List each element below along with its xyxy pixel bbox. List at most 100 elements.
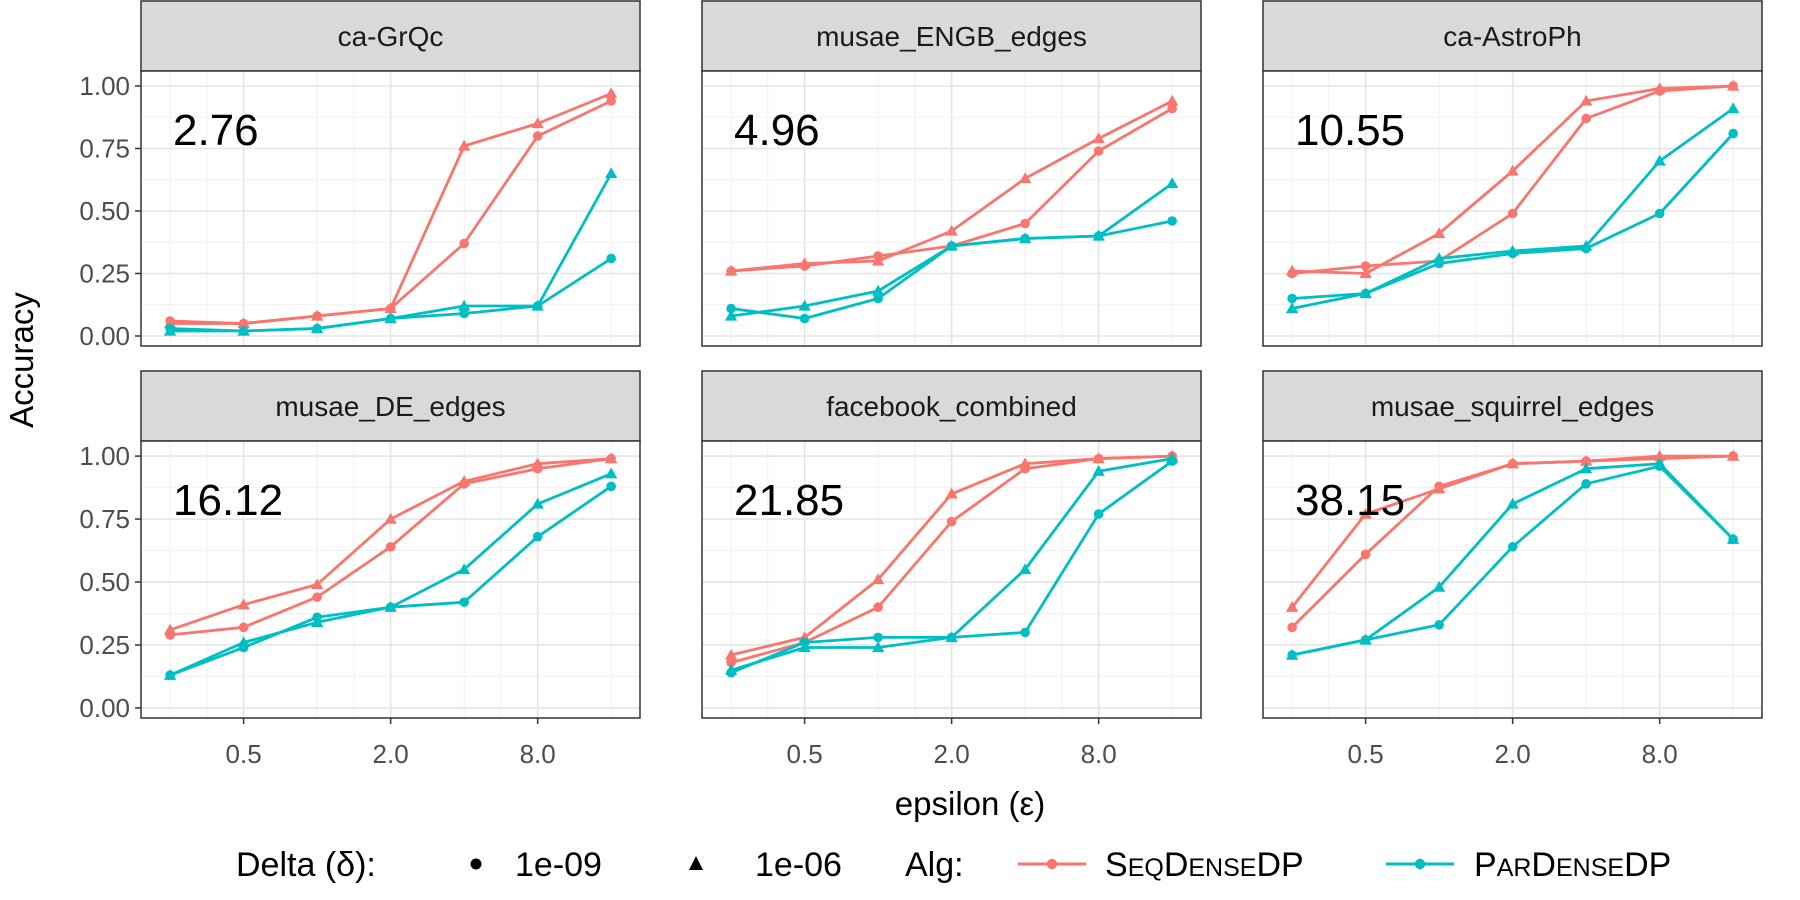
data-point-circle xyxy=(1167,216,1177,226)
data-point-circle xyxy=(946,516,957,527)
data-point-triangle xyxy=(1653,82,1666,94)
data-point-triangle xyxy=(871,284,885,296)
panel-annotation: 16.12 xyxy=(173,476,283,525)
x-axis-title: epsilon (ε) xyxy=(895,785,1045,822)
data-point-triangle xyxy=(1653,457,1666,469)
x-tick-label: 2.0 xyxy=(1495,739,1531,769)
legend-alg-label-part: ENSE xyxy=(1556,854,1624,882)
strip-title: musae_DE_edges xyxy=(275,391,505,422)
data-point-circle xyxy=(606,96,616,106)
data-point-triangle xyxy=(237,324,250,336)
data-point-triangle xyxy=(1018,172,1032,184)
data-point-triangle xyxy=(1432,227,1446,239)
legend-alg-label-part: DP xyxy=(1624,846,1671,884)
x-tick-label: 8.0 xyxy=(1081,739,1117,769)
legend-alg-label: SEQDENSEDP xyxy=(1105,846,1304,884)
data-point-circle xyxy=(1020,218,1030,229)
data-point-circle xyxy=(1360,549,1371,560)
data-point-triangle xyxy=(1285,648,1299,660)
strip-background xyxy=(140,370,641,442)
legend-delta-label: 1e-09 xyxy=(515,846,602,884)
data-point-triangle xyxy=(1653,449,1666,461)
x-tick-label: 2.0 xyxy=(934,739,970,769)
legend-alg-label-part: P xyxy=(1474,846,1497,884)
y-tick-label: 0.75 xyxy=(79,134,130,164)
data-point-triangle xyxy=(1165,452,1179,464)
strip-background xyxy=(701,370,1202,442)
y-tick-label: 0.00 xyxy=(79,693,130,723)
data-point-triangle xyxy=(1432,580,1446,592)
data-point-triangle xyxy=(1285,302,1299,314)
data-point-triangle xyxy=(237,598,250,610)
data-point-triangle xyxy=(1285,601,1299,612)
data-point-triangle xyxy=(457,475,471,486)
data-point-triangle xyxy=(871,254,885,266)
data-point-triangle xyxy=(384,512,397,524)
data-point-triangle xyxy=(1165,177,1179,189)
data-point-circle xyxy=(1581,479,1591,489)
panel-facebook_combined: facebook_combined 21.85 0.5 2.0 8.0 xyxy=(701,370,1202,769)
data-point-circle xyxy=(532,531,543,542)
data-point-triangle xyxy=(1285,264,1299,276)
data-point-triangle xyxy=(163,623,177,635)
panel-ca-AstroPh: ca-AstroPh 10.55 xyxy=(1262,0,1763,347)
data-point-triangle xyxy=(310,616,324,627)
data-point-triangle xyxy=(1726,102,1740,114)
data-point-triangle xyxy=(310,309,324,321)
data-point-triangle xyxy=(945,224,958,236)
data-point-circle xyxy=(799,313,810,324)
panel-musae_ENGB_edges: musae_ENGB_edges 4.96 xyxy=(701,0,1202,347)
data-point-triangle xyxy=(724,309,738,321)
strip-background xyxy=(1262,0,1763,72)
x-tick-label: 8.0 xyxy=(520,739,556,769)
data-point-circle xyxy=(1507,208,1518,219)
strip-title: facebook_combined xyxy=(826,391,1077,422)
legend-alg-label-part: S xyxy=(1105,846,1128,884)
data-point-circle xyxy=(238,622,249,633)
data-point-triangle xyxy=(1359,633,1372,645)
data-point-triangle xyxy=(871,573,885,585)
data-point-circle xyxy=(1167,103,1177,114)
data-point-circle xyxy=(532,131,543,141)
data-point-triangle xyxy=(724,648,738,660)
data-point-triangle xyxy=(1579,462,1593,474)
strip-title: ca-AstroPh xyxy=(1443,21,1582,52)
data-point-triangle xyxy=(604,452,618,464)
data-point-triangle xyxy=(724,663,738,675)
panel-annotation: 4.96 xyxy=(734,106,820,155)
strip-background xyxy=(140,0,641,72)
y-tick-label: 1.00 xyxy=(79,71,130,101)
data-point-triangle xyxy=(384,601,397,612)
x-tick-label: 0.5 xyxy=(226,739,262,769)
data-point-triangle xyxy=(798,299,811,311)
legend-alg-title: Alg: xyxy=(905,846,964,884)
data-point-triangle xyxy=(945,631,958,643)
legend-alg-label: PARDENSEDP xyxy=(1474,846,1671,884)
panel-border xyxy=(1262,70,1763,347)
legend-alg-label-part: D xyxy=(1531,846,1556,884)
data-point-triangle xyxy=(1506,497,1519,509)
y-tick-label: 0.25 xyxy=(79,259,130,289)
panel-border xyxy=(701,70,1202,347)
legend-delta-title: Delta (δ): xyxy=(236,846,376,884)
data-point-triangle xyxy=(1506,244,1519,256)
data-point-circle xyxy=(385,541,396,552)
data-point-triangle xyxy=(163,324,177,336)
x-tick-label: 0.5 xyxy=(1348,739,1384,769)
strip-background xyxy=(1262,370,1763,442)
data-point-circle xyxy=(459,308,469,319)
data-point-triangle xyxy=(237,317,250,329)
data-point-circle xyxy=(726,303,736,314)
data-point-circle xyxy=(606,253,616,264)
legend-triangle-key xyxy=(689,856,703,870)
data-point-circle xyxy=(459,238,469,249)
data-point-circle xyxy=(1728,128,1738,139)
data-point-triangle xyxy=(310,578,324,590)
x-tick-label: 0.5 xyxy=(787,739,823,769)
data-point-circle xyxy=(1434,620,1444,630)
data-point-triangle xyxy=(457,139,471,151)
strip-title: ca-GrQc xyxy=(338,21,444,52)
panel-annotation: 10.55 xyxy=(1295,106,1405,155)
data-point-triangle xyxy=(604,87,618,99)
